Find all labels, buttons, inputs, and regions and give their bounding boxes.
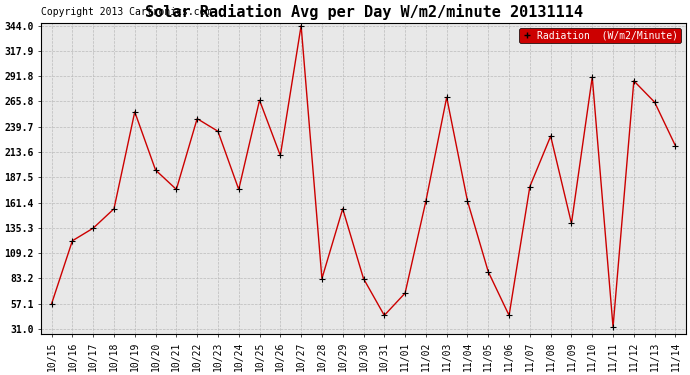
- Text: Copyright 2013 Cartronics.com: Copyright 2013 Cartronics.com: [41, 6, 212, 16]
- Title: Solar Radiation Avg per Day W/m2/minute 20131114: Solar Radiation Avg per Day W/m2/minute …: [144, 4, 582, 20]
- Legend: Radiation  (W/m2/Minute): Radiation (W/m2/Minute): [519, 28, 681, 44]
